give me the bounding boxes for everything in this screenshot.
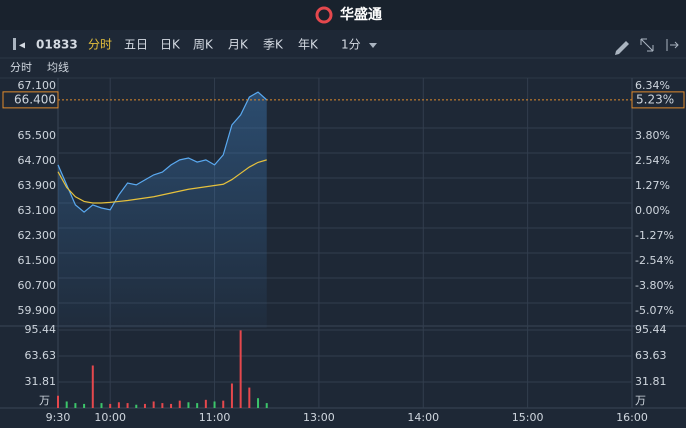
volume-bar bbox=[74, 403, 77, 408]
y2-tick-label: 2.54% bbox=[635, 154, 670, 167]
y2-tick-label: 95.44 bbox=[635, 323, 667, 336]
volume-unit: 万 bbox=[39, 394, 50, 407]
legend-entry[interactable]: 分时 bbox=[10, 61, 32, 74]
dropdown-arrow[interactable] bbox=[369, 43, 377, 48]
y2-tick-label: 31.81 bbox=[635, 375, 667, 388]
stock-code: 01833 bbox=[36, 38, 78, 52]
toolbar bbox=[0, 30, 686, 58]
volume-bar bbox=[91, 365, 94, 408]
period-tab[interactable]: 日K bbox=[160, 38, 181, 52]
volume-bar bbox=[83, 403, 86, 408]
y-tick-label: 63.63 bbox=[25, 349, 57, 362]
volume-bar bbox=[178, 400, 181, 408]
period-tab[interactable]: 年K bbox=[298, 38, 319, 52]
y-tick-label: 67.100 bbox=[18, 79, 57, 92]
y-tick-label: 59.900 bbox=[18, 304, 57, 317]
y-tick-label: 95.44 bbox=[25, 323, 57, 336]
collapse-arrow[interactable]: ◂ bbox=[19, 38, 25, 52]
side-icon[interactable] bbox=[666, 39, 679, 51]
period-select[interactable]: 1分 bbox=[341, 38, 361, 52]
volume-bar bbox=[248, 387, 251, 408]
period-tab[interactable]: 季K bbox=[263, 38, 284, 52]
legend-entry[interactable]: 均线 bbox=[47, 60, 69, 74]
header-bar bbox=[0, 0, 686, 30]
draw-icon[interactable] bbox=[615, 41, 629, 55]
y-tick-label: 64.700 bbox=[18, 154, 57, 167]
expand-icon[interactable] bbox=[640, 38, 654, 52]
logo bbox=[315, 6, 333, 24]
price-line bbox=[57, 91, 268, 213]
volume-bar bbox=[239, 330, 242, 408]
x-tick-label: 13:00 bbox=[303, 411, 335, 424]
y-tick-label: 60.700 bbox=[18, 279, 57, 292]
y-tick-label: 63.100 bbox=[18, 204, 57, 217]
last-price-label: 66.400 bbox=[14, 92, 56, 106]
y-tick-label: 62.300 bbox=[18, 229, 57, 242]
y2-tick-label: -2.54% bbox=[635, 254, 674, 267]
last-change-label: 5.23% bbox=[636, 92, 674, 106]
x-tick-label: 16:00 bbox=[616, 411, 648, 424]
volume-bar bbox=[265, 403, 268, 408]
volume-unit: 万 bbox=[635, 394, 646, 407]
volume-bar bbox=[143, 403, 146, 408]
y-tick-label: 31.81 bbox=[25, 375, 57, 388]
volume-bar bbox=[257, 398, 260, 408]
y2-tick-label: 63.63 bbox=[635, 349, 667, 362]
x-tick-label: 11:00 bbox=[199, 411, 231, 424]
y2-tick-label: 0.00% bbox=[635, 204, 670, 217]
y-tick-label: 65.500 bbox=[18, 129, 57, 142]
y-tick-label: 63.900 bbox=[18, 179, 57, 192]
y2-tick-label: 3.80% bbox=[635, 129, 670, 142]
x-tick-label: 9:30 bbox=[46, 411, 71, 424]
volume-bar bbox=[152, 401, 155, 408]
y2-tick-label: 1.27% bbox=[635, 179, 670, 192]
volume-bar bbox=[170, 403, 173, 408]
volume-bar bbox=[135, 404, 138, 408]
period-tab[interactable]: 五日 bbox=[124, 38, 148, 52]
brand: 华盛通 bbox=[340, 6, 382, 23]
volume-bar bbox=[117, 402, 120, 408]
volume-bar bbox=[100, 403, 103, 408]
x-tick-label: 10:00 bbox=[94, 411, 126, 424]
volume-bar bbox=[57, 395, 59, 408]
price-area bbox=[58, 92, 267, 328]
volume-bar bbox=[230, 383, 233, 408]
volume-bar bbox=[109, 403, 112, 408]
period-tab[interactable]: 分时 bbox=[88, 38, 112, 52]
volume-bar bbox=[213, 401, 216, 408]
last-price-box bbox=[2, 91, 59, 109]
volume-bar bbox=[204, 399, 207, 408]
period-tab[interactable]: 周K bbox=[193, 38, 214, 52]
x-tick-label: 15:00 bbox=[512, 411, 544, 424]
last-change-box bbox=[631, 91, 685, 109]
volume-bar bbox=[161, 403, 164, 408]
volume-bar bbox=[187, 402, 190, 408]
volume-bar bbox=[196, 403, 199, 408]
volume-bar bbox=[126, 403, 129, 408]
collapse-icon[interactable] bbox=[13, 38, 16, 50]
y-tick-label: 61.500 bbox=[18, 254, 57, 267]
price-line bbox=[57, 159, 267, 204]
y2-tick-label: -1.27% bbox=[635, 229, 674, 242]
y2-tick-label: 6.34% bbox=[635, 79, 670, 92]
volume-bar bbox=[222, 400, 225, 408]
period-tab[interactable]: 月K bbox=[228, 38, 249, 52]
y2-tick-label: -3.80% bbox=[635, 279, 674, 292]
y2-tick-label: -5.07% bbox=[635, 304, 674, 317]
volume-bar bbox=[65, 401, 68, 408]
x-tick-label: 14:00 bbox=[407, 411, 439, 424]
